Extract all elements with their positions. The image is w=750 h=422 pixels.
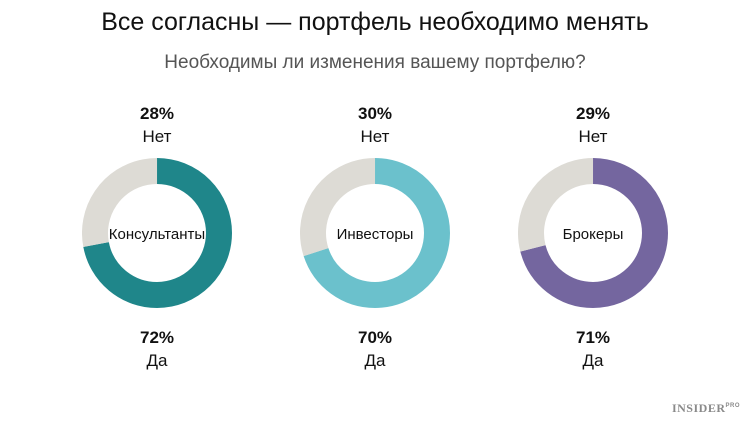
no-value-label: 30% bbox=[357, 104, 393, 123]
no-value-label: 28% bbox=[139, 104, 175, 123]
no-value-label: 29% bbox=[575, 104, 611, 123]
donut-slice-no bbox=[82, 158, 232, 308]
donut-chart-brokers bbox=[518, 158, 668, 308]
donut-slice-no bbox=[518, 158, 668, 308]
brand-name: INSIDER bbox=[671, 401, 726, 415]
donut-chart-investors bbox=[300, 158, 450, 308]
donut-chart-consultants bbox=[82, 158, 232, 308]
chart-title: Все согласны — портфель необходимо менят… bbox=[101, 8, 649, 36]
donut-panel-consultants: 28% Нет Консультанты 72% Да bbox=[57, 0, 257, 422]
no-category-label: Нет bbox=[360, 127, 390, 146]
donut-center-label: Инвесторы bbox=[336, 226, 414, 243]
brand-suffix: PRO bbox=[725, 403, 740, 409]
no-category-label: Нет bbox=[578, 127, 608, 146]
donut-panel-brokers: 29% Нет Брокеры 71% Да bbox=[493, 0, 693, 422]
yes-category-label: Да bbox=[146, 351, 168, 370]
yes-category-label: Да bbox=[364, 351, 386, 370]
yes-value-label: 71% bbox=[575, 328, 611, 347]
no-category-label: Нет bbox=[142, 127, 172, 146]
yes-value-label: 72% bbox=[139, 328, 175, 347]
donut-panel-investors: 30% Нет Инвесторы 70% Да bbox=[275, 0, 475, 422]
yes-category-label: Да bbox=[582, 351, 604, 370]
yes-value-label: 70% bbox=[357, 328, 393, 347]
donut-center-label: Консультанты bbox=[108, 226, 206, 243]
donut-center-label: Брокеры bbox=[562, 226, 624, 243]
chart-subtitle: Необходимы ли изменения вашему портфелю? bbox=[164, 52, 586, 73]
brand-logo: INSIDERPRO bbox=[672, 401, 740, 416]
donut-slice-no bbox=[300, 158, 450, 308]
